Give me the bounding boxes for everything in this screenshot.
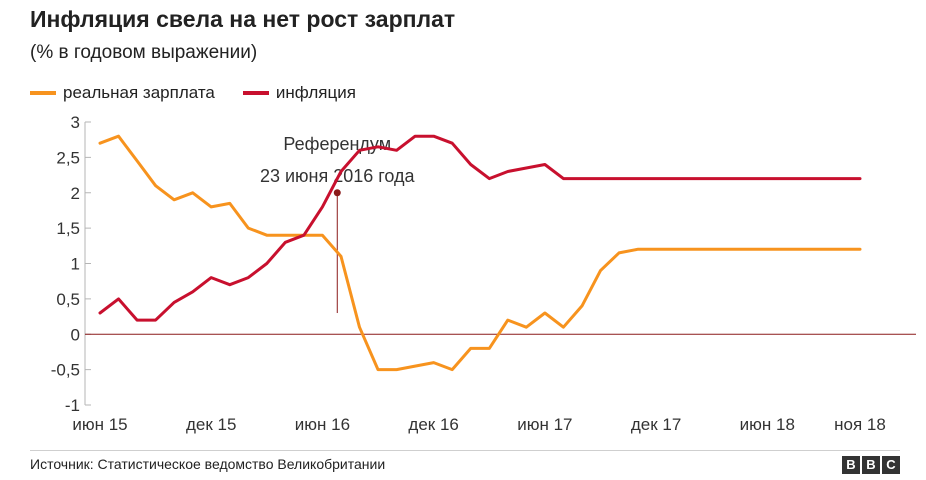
series-line-real-wage xyxy=(98,134,862,372)
legend-swatch-real-wage xyxy=(30,91,56,95)
bbc-logo: B B C xyxy=(842,456,900,474)
legend-label-real-wage: реальная зарплата xyxy=(63,83,215,102)
legend-label-inflation: инфляция xyxy=(275,83,356,102)
x-tick-label: ноя 18 xyxy=(834,415,886,434)
y-tick-label: 0 xyxy=(71,325,80,344)
y-tick-label: 3 xyxy=(71,113,80,132)
x-tick-label: июн 15 xyxy=(72,415,127,434)
x-tick-label: июн 18 xyxy=(740,415,795,434)
legend-swatch-inflation xyxy=(242,91,269,95)
chart-subtitle: (% в годовом выражении) xyxy=(30,42,258,63)
y-tick-label: -1 xyxy=(65,396,80,415)
logo-letter-c: C xyxy=(882,456,900,474)
source-note: Источник: Статистическое ведомство Велик… xyxy=(30,456,386,472)
logo-letter-b1: B xyxy=(842,456,860,474)
y-tick-label: 0,5 xyxy=(56,290,80,309)
legend-item-inflation: инфляция xyxy=(242,83,356,103)
logo-letter-b2: B xyxy=(862,456,880,474)
series-line-inflation xyxy=(98,134,862,322)
x-tick-label: июн 17 xyxy=(517,415,572,434)
legend-item-real-wage: реальная зарплата xyxy=(30,83,215,103)
annotation-line1: Референдум xyxy=(283,134,391,154)
x-tick-label: дек 15 xyxy=(186,415,236,434)
x-tick-label: дек 16 xyxy=(408,415,458,434)
footer-divider xyxy=(30,450,900,451)
y-tick-label: -0,5 xyxy=(51,361,80,380)
x-tick-label: июн 16 xyxy=(295,415,350,434)
y-tick-label: 2 xyxy=(71,184,80,203)
y-tick-label: 1,5 xyxy=(56,219,80,238)
y-tick-label: 2,5 xyxy=(56,148,80,167)
chart-title: Инфляция свела на нет рост зарплат xyxy=(30,6,456,32)
referendum-marker xyxy=(333,189,341,197)
y-tick-label: 1 xyxy=(71,255,80,274)
legend: реальная зарплата инфляция xyxy=(30,82,384,104)
x-tick-label: дек 17 xyxy=(631,415,681,434)
